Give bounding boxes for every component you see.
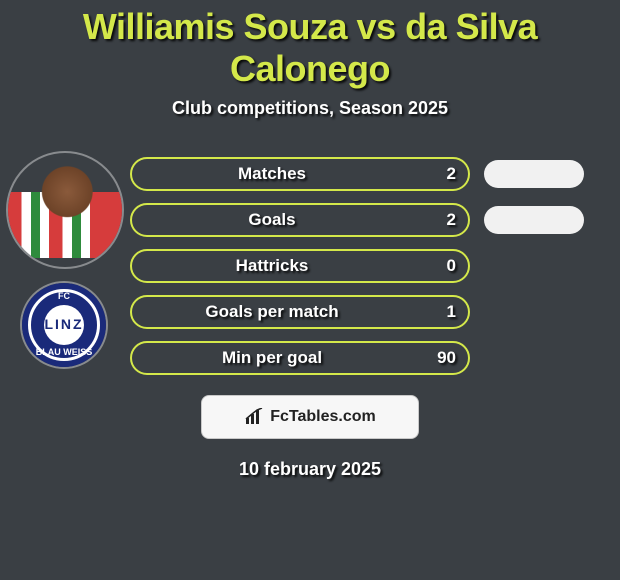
stat-pill-p1: Min per goal90: [130, 341, 470, 375]
page-title: Williamis Souza vs da Silva Calonego: [0, 6, 620, 90]
stat-pill-p2: [484, 160, 584, 188]
stats-list: Matches2Goals2Hattricks0Goals per match1…: [130, 157, 596, 375]
stat-pill-p1: Goals per match1: [130, 295, 470, 329]
stat-pill-p1: Goals2: [130, 203, 470, 237]
stat-pill-p1: Hattricks0: [130, 249, 470, 283]
badge-top-text: FC: [22, 292, 106, 302]
avatar-column: FC LINZ BLAU WEISS: [6, 151, 126, 381]
player2-club-badge: FC LINZ BLAU WEISS: [20, 281, 108, 369]
chart-icon: [244, 408, 264, 426]
badge-bot-text: BLAU WEISS: [22, 348, 106, 358]
site-name: FcTables.com: [270, 408, 376, 426]
stat-value-p1: 2: [412, 164, 456, 184]
stat-label: Hattricks: [132, 256, 412, 276]
header: Williamis Souza vs da Silva Calonego Clu…: [0, 0, 620, 119]
page-subtitle: Club competitions, Season 2025: [0, 98, 620, 119]
stat-row: Hattricks0: [130, 249, 596, 283]
stat-value-p1: 1: [412, 302, 456, 322]
stat-row: Min per goal90: [130, 341, 596, 375]
comparison-card: Williamis Souza vs da Silva Calonego Clu…: [0, 0, 620, 580]
site-badge[interactable]: FcTables.com: [201, 395, 419, 439]
badge-mid-text: LINZ: [44, 317, 83, 332]
player1-avatar: [6, 151, 124, 269]
stat-label: Goals: [132, 210, 412, 230]
stat-row: Goals2: [130, 203, 596, 237]
stat-row: Matches2: [130, 157, 596, 191]
stat-value-p1: 2: [412, 210, 456, 230]
stat-pill-p2: [484, 206, 584, 234]
stat-row: Goals per match1: [130, 295, 596, 329]
stat-label: Matches: [132, 164, 412, 184]
stat-value-p1: 0: [412, 256, 456, 276]
stat-value-p1: 90: [412, 348, 456, 368]
stat-pill-p1: Matches2: [130, 157, 470, 191]
footer-date: 10 february 2025: [0, 459, 620, 480]
content-area: FC LINZ BLAU WEISS Matches2Goals2Hattric…: [0, 157, 620, 375]
stat-label: Goals per match: [132, 302, 412, 322]
stat-label: Min per goal: [132, 348, 412, 368]
